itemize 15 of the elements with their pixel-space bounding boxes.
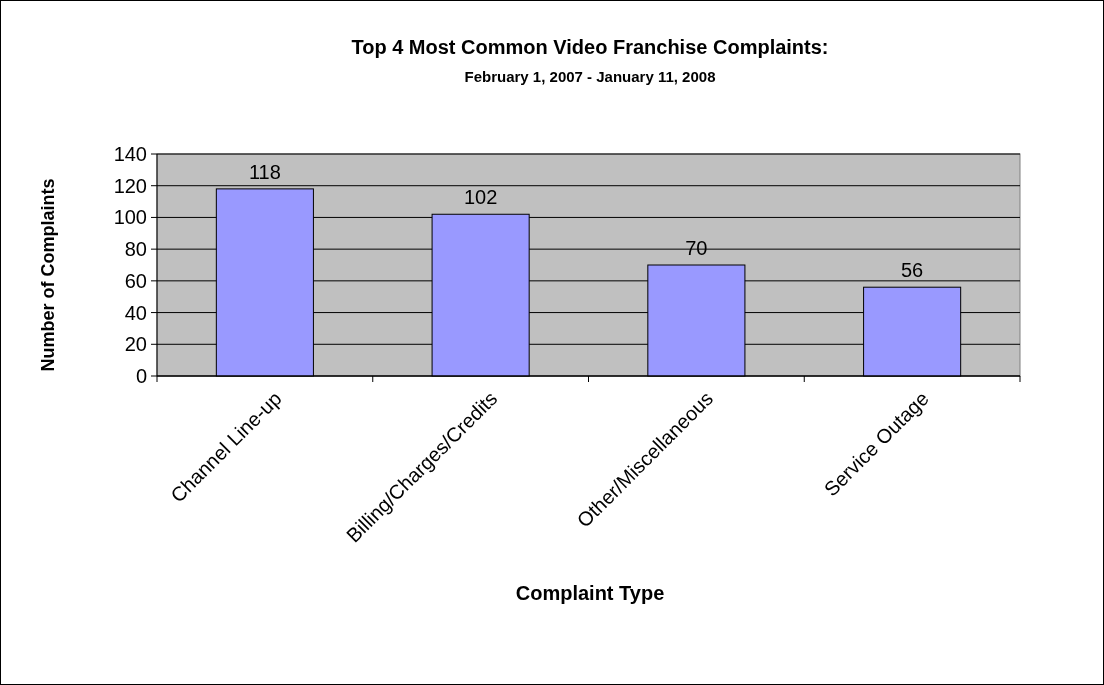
data-label: 118	[248, 160, 281, 183]
y-axis-title: Number of Complaints	[38, 178, 58, 372]
y-tick-label: 20	[124, 333, 147, 356]
x-axis-title: Complaint Type	[515, 582, 665, 604]
y-tick-label: 100	[113, 206, 147, 229]
y-tick-label: 0	[135, 365, 147, 387]
chart-subtitle: February 1, 2007 - January 11, 2008	[464, 68, 716, 85]
y-tick-label: 40	[124, 301, 147, 324]
y-tick-label: 140	[113, 143, 147, 165]
chart-title: Top 4 Most Common Video Franchise Complaints:	[351, 36, 829, 58]
data-label: 102	[463, 186, 498, 209]
y-tick-label: 120	[113, 174, 147, 197]
y-tick-label: 80	[124, 238, 147, 261]
y-tick-label: 60	[124, 269, 147, 292]
data-label: 56	[901, 259, 924, 282]
